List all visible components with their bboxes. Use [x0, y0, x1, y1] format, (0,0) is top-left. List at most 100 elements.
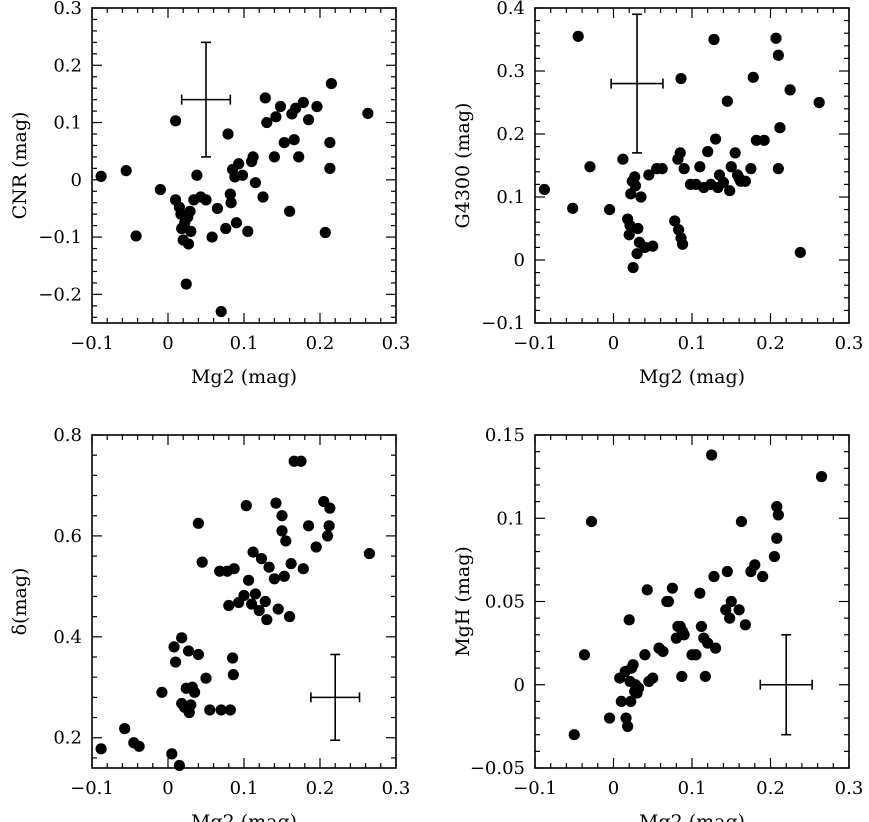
x-tick-label: 0.2: [756, 778, 785, 799]
data-point: [813, 96, 825, 109]
data-point: [322, 530, 334, 542]
data-point: [622, 720, 634, 732]
data-point: [280, 535, 292, 547]
data-point: [272, 603, 284, 615]
data-point: [211, 202, 223, 215]
data-point: [227, 652, 239, 664]
y-tick-label: 0.3: [53, 0, 82, 19]
x-tick-label: 0.2: [306, 778, 335, 799]
data-point: [717, 176, 730, 189]
x-tick-label: 0.2: [306, 333, 335, 354]
data-point: [709, 642, 722, 654]
x-tick-label: −0.1: [513, 333, 557, 354]
data-point: [724, 612, 736, 624]
y-tick-label: 0.1: [496, 508, 525, 529]
data-point: [270, 497, 282, 509]
data-point: [739, 175, 751, 187]
data-point: [725, 595, 737, 608]
y-axis-label: G4300 (mag): [452, 103, 474, 229]
y-tick-label: −0.1: [38, 227, 82, 248]
y-tick-label: 0.3: [496, 61, 525, 82]
y-tick-label: 0.2: [53, 55, 82, 76]
data-point: [215, 704, 227, 716]
data-point: [657, 645, 669, 658]
data-point: [676, 670, 688, 683]
data-point: [278, 136, 290, 149]
data-point: [617, 153, 629, 165]
y-axis-label: δ(mag): [9, 568, 31, 636]
data-point: [770, 32, 782, 44]
data-point: [720, 604, 732, 616]
error-bar: [180, 41, 232, 158]
data-point: [656, 163, 668, 175]
data-point: [253, 604, 265, 617]
data-point: [629, 171, 641, 183]
data-point: [95, 743, 107, 755]
data-point: [192, 517, 204, 529]
data-point: [249, 177, 261, 189]
data-point: [772, 509, 784, 521]
panel-delta: −0.1 0 0.1 0.2 0.3 0.2 0.4 0.6 0.8 Mg2 (mag) δ(mag…: [9, 425, 410, 822]
data-point: [257, 191, 269, 203]
y-tick-label: −0.05: [470, 758, 525, 779]
data-point: [695, 620, 708, 633]
data-point: [303, 520, 315, 532]
data-point: [675, 72, 687, 85]
data-point: [182, 645, 195, 657]
data-point: [323, 520, 335, 532]
data-point: [709, 133, 722, 145]
data-point: [572, 30, 584, 42]
data-point: [324, 136, 336, 149]
data-point: [729, 147, 741, 159]
data-point: [196, 556, 208, 568]
data-point: [154, 183, 166, 196]
data-point: [584, 161, 596, 173]
y-tick-label: 0.2: [496, 124, 525, 145]
x-tick-label: 0.3: [382, 333, 411, 354]
y-tick-label: 0.15: [485, 425, 525, 446]
data-point: [750, 134, 762, 146]
data-point: [678, 163, 690, 175]
data-point: [290, 102, 302, 114]
data-point: [95, 170, 107, 182]
panel-mgh: −0.1 0 0.1 0.2 0.3 −0.05 0 0.05 0.1 0.15 Mg2 (mag)…: [452, 425, 863, 822]
data-point: [325, 78, 337, 90]
x-axis-label: Mg2 (mag): [191, 366, 297, 388]
data-point: [724, 185, 736, 197]
data-point: [259, 92, 271, 104]
data-point: [259, 595, 271, 608]
data-point: [303, 114, 315, 126]
data-point: [772, 49, 784, 61]
data-point: [702, 146, 714, 158]
data-point: [643, 169, 655, 181]
data-point: [324, 162, 336, 174]
data-point: [768, 550, 781, 563]
data-point: [242, 574, 255, 586]
data-point: [745, 163, 757, 175]
data-point: [263, 561, 275, 573]
x-tick-label: −0.1: [513, 778, 557, 799]
data-point: [615, 695, 627, 708]
data-point: [168, 641, 180, 653]
data-point: [319, 226, 331, 239]
data-point: [363, 547, 375, 560]
error-bar: [610, 13, 664, 154]
data-point: [794, 246, 806, 259]
data-point: [631, 248, 643, 260]
data-point: [297, 96, 309, 109]
data-point: [225, 197, 237, 209]
data-point: [242, 225, 254, 237]
data-point: [130, 230, 142, 242]
data-point: [662, 595, 675, 608]
data-point: [739, 619, 751, 631]
data-point: [774, 122, 786, 134]
y-tick-label: 0.1: [53, 113, 82, 134]
data-point: [627, 659, 639, 671]
x-tick-label: 0: [162, 333, 173, 354]
data-point: [747, 71, 759, 83]
data-point: [757, 570, 769, 583]
data-point: [758, 134, 770, 146]
data-point: [293, 151, 305, 163]
